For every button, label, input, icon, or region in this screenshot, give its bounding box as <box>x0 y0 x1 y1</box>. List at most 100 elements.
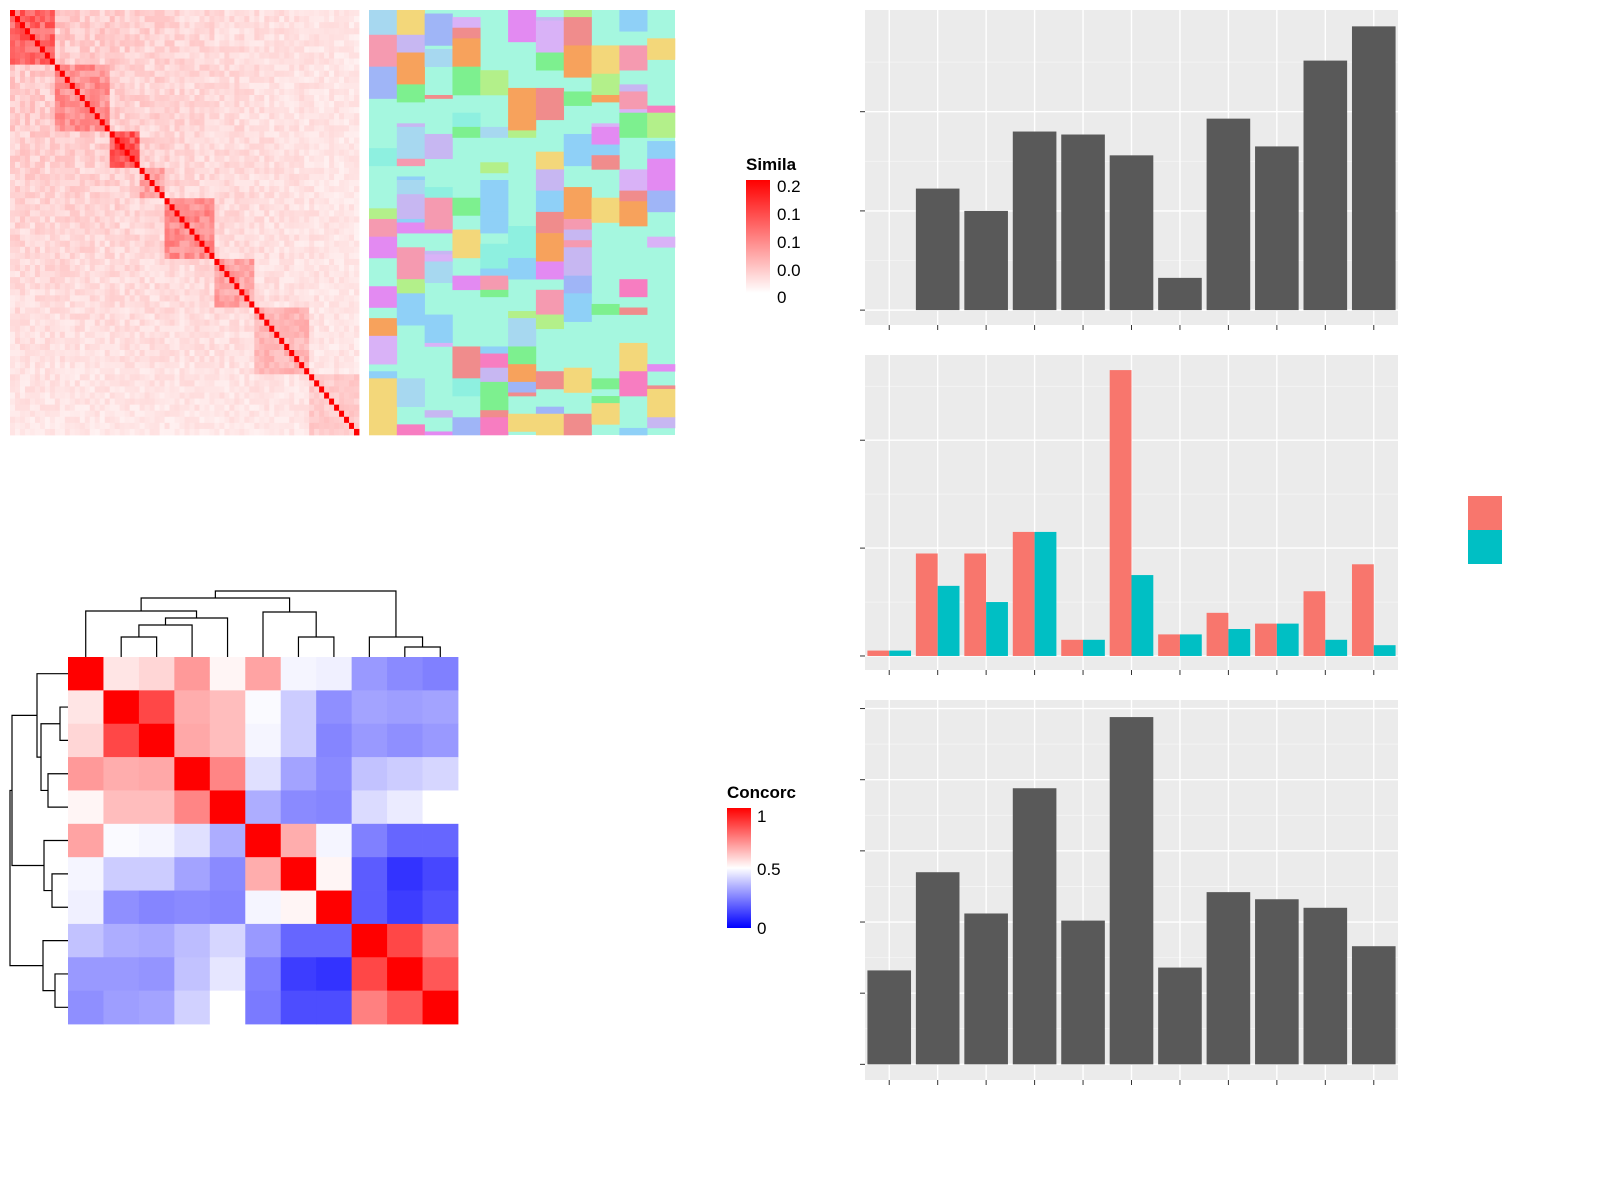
similarity-cell <box>119 192 126 199</box>
similarity-cell <box>99 180 106 187</box>
similarity-cell <box>149 240 155 248</box>
similarity-cell <box>184 95 190 102</box>
similarity-cell <box>119 131 126 138</box>
similarity-cell <box>324 252 330 260</box>
similarity-cell <box>294 410 300 418</box>
similarity-cell <box>244 337 250 345</box>
similarity-cell <box>204 331 210 339</box>
similarity-cell <box>234 204 240 211</box>
similarity-cell <box>219 374 225 381</box>
similarity-cell <box>169 307 175 314</box>
similarity-cell <box>149 416 155 424</box>
similarity-cell <box>14 70 21 78</box>
similarity-cell <box>129 16 136 23</box>
similarity-cell <box>189 350 195 357</box>
similarity-cell <box>299 301 305 308</box>
similarity-cell <box>54 283 61 290</box>
similarity-cell <box>209 234 215 242</box>
similarity-cell <box>199 137 205 144</box>
similarity-cell <box>194 40 200 47</box>
similarity-cell <box>264 271 270 278</box>
similarity-cell <box>214 428 220 436</box>
similarity-cell <box>259 307 265 314</box>
similarity-cell <box>354 76 360 84</box>
similarity-cell <box>304 343 310 351</box>
similarity-cell <box>149 173 155 181</box>
similarity-cell <box>184 246 190 254</box>
similarity-cell <box>304 428 310 436</box>
similarity-cell <box>24 28 31 35</box>
similarity-cell <box>104 392 111 399</box>
similarity-cell <box>319 22 325 29</box>
similarity-cell <box>149 82 155 90</box>
similarity-cell <box>314 70 320 78</box>
similarity-cell <box>324 398 330 406</box>
similarity-cell <box>234 356 240 363</box>
similarity-cell <box>284 350 290 357</box>
similarity-cell <box>149 368 155 375</box>
similarity-cell <box>64 295 71 302</box>
similarity-cell <box>309 289 315 296</box>
similarity-cell <box>304 113 310 120</box>
similarity-cell <box>354 167 360 175</box>
similarity-cell <box>309 295 315 302</box>
similarity-cell <box>59 380 66 387</box>
similarity-cell <box>234 313 240 321</box>
similarity-cell <box>259 186 265 193</box>
similarity-cell <box>179 10 185 17</box>
similarity-cell <box>299 58 305 66</box>
similarity-cell <box>10 362 16 369</box>
similarity-cell <box>99 143 106 151</box>
similarity-cell <box>164 28 170 35</box>
similarity-cell <box>274 295 280 302</box>
similarity-cell <box>314 380 320 387</box>
similarity-cell <box>109 210 116 217</box>
similarity-cell <box>309 95 315 102</box>
similarity-cell <box>39 289 46 296</box>
similarity-cell <box>274 137 280 144</box>
similarity-cell <box>154 325 160 333</box>
similarity-cell <box>74 216 81 223</box>
similarity-cell <box>309 28 315 35</box>
similarity-cell <box>214 331 220 339</box>
similarity-cell <box>79 380 86 387</box>
similarity-cell <box>159 295 165 302</box>
similarity-cell <box>59 252 66 260</box>
similarity-cell <box>139 240 146 248</box>
similarity-cell <box>124 192 131 199</box>
similarity-cell <box>149 143 155 151</box>
similarity-cell <box>274 107 280 114</box>
similarity-cell <box>29 137 36 144</box>
similarity-cell <box>69 10 76 17</box>
similarity-cell <box>159 325 165 333</box>
similarity-cell <box>64 404 71 412</box>
similarity-cell <box>264 410 270 418</box>
similarity-cell <box>59 131 66 138</box>
similarity-cell <box>274 58 280 66</box>
similarity-cell <box>209 137 215 144</box>
similarity-cell <box>269 88 275 96</box>
similarity-cell <box>204 228 210 236</box>
similarity-cell <box>124 10 131 17</box>
similarity-cell <box>134 313 141 321</box>
similarity-cell <box>34 392 41 399</box>
similarity-cell <box>129 28 136 35</box>
similarity-cell <box>59 271 66 278</box>
similarity-cell <box>29 46 36 53</box>
similarity-cell <box>159 258 165 266</box>
similarity-cell <box>254 216 260 223</box>
assignment-cell <box>396 279 425 294</box>
similarity-cell <box>324 64 330 72</box>
similarity-cell <box>159 386 165 393</box>
similarity-cell <box>254 265 260 272</box>
similarity-cell <box>229 380 235 387</box>
similarity-cell <box>224 34 230 41</box>
similarity-cell <box>209 313 215 321</box>
similarity-cell <box>309 186 315 193</box>
similarity-cell <box>169 295 175 302</box>
similarity-cell <box>49 343 56 351</box>
similarity-cell <box>134 374 141 381</box>
similarity-cell <box>244 265 250 272</box>
similarity-cell <box>214 271 220 278</box>
similarity-cell <box>144 362 150 369</box>
